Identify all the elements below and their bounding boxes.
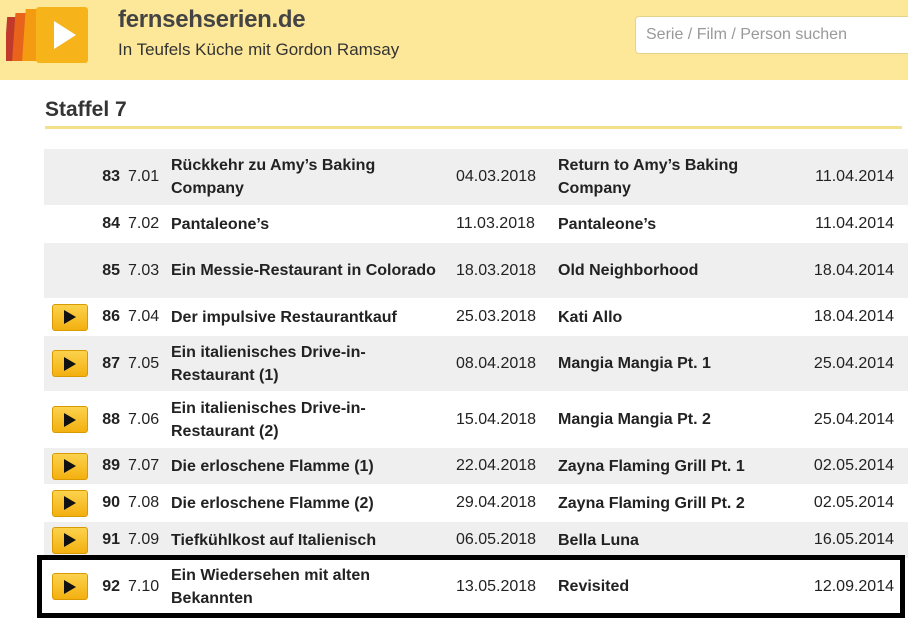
episode-title-de[interactable]: Ein italienisches Drive-in-Restaurant (2… — [171, 399, 366, 440]
episode-number: 87 — [102, 354, 120, 372]
episode-number: 84 — [102, 215, 120, 232]
airdate-de: 29.04.2018 — [456, 494, 537, 511]
play-icon — [64, 533, 76, 547]
episode-code: 7.04 — [128, 308, 160, 325]
airdate-de: 15.04.2018 — [456, 410, 537, 428]
airdate-de: 13.05.2018 — [456, 577, 537, 595]
airdate-en: 02.05.2014 — [813, 494, 894, 511]
season-title: Staffel 7 — [45, 98, 127, 121]
episode-title-de[interactable]: Pantaleone’s — [171, 215, 270, 233]
play-button[interactable] — [52, 489, 88, 517]
play-button[interactable] — [52, 452, 88, 480]
play-button[interactable] — [52, 526, 88, 554]
episode-number: 92 — [102, 577, 120, 595]
airdate-en: 12.09.2014 — [813, 577, 894, 595]
episode-code: 7.06 — [128, 410, 160, 428]
episode-row[interactable]: 90 7.08 Die erloschene Flamme (2) 29.04.… — [44, 485, 908, 522]
airdate-de: 08.04.2018 — [456, 354, 537, 372]
episode-title-en: Zayna Flaming Grill Pt. 2 — [558, 494, 745, 512]
series-name[interactable]: In Teufels Küche mit Gordon Ramsay — [118, 40, 400, 59]
play-cell — [52, 299, 90, 335]
episode-row[interactable]: 91 7.09 Tiefkühlkost auf Italienisch 06.… — [44, 522, 908, 559]
episode-number: 89 — [102, 457, 120, 474]
episode-number: 83 — [102, 168, 120, 185]
episode-title-de[interactable]: Ein Messie-Restaurant in Colorado — [171, 262, 436, 279]
episode-number: 91 — [102, 531, 120, 548]
episode-row[interactable]: 87 7.05 Ein italienisches Drive-in-Resta… — [44, 336, 908, 392]
episode-row[interactable]: 92 7.10 Ein Wiedersehen mit alten Bekann… — [44, 559, 908, 615]
airdate-de: 11.03.2018 — [456, 215, 535, 232]
airdate-en: 25.04.2014 — [813, 410, 894, 428]
logo-icon[interactable] — [6, 5, 90, 65]
play-button[interactable] — [52, 406, 88, 433]
site-name[interactable]: fernsehserien.de — [118, 6, 306, 33]
play-cell — [52, 336, 90, 391]
play-cell — [52, 448, 90, 484]
episode-title-en: Return to Amy’s Baking Company — [558, 157, 739, 197]
episode-title-de[interactable]: Die erloschene Flamme (1) — [171, 457, 374, 475]
episode-title-de[interactable]: Der impulsive Restaurantkauf — [171, 308, 397, 326]
episode-number: 86 — [102, 308, 120, 325]
episode-number: 85 — [102, 261, 120, 279]
play-icon — [64, 412, 76, 427]
airdate-de: 04.03.2018 — [456, 168, 537, 185]
episode-code: 7.07 — [128, 457, 160, 474]
airdate-en: 02.05.2014 — [813, 457, 894, 474]
episode-row[interactable]: 83 7.01 Rückkehr zu Amy’s Baking Company… — [44, 149, 908, 206]
episode-title-en: Mangia Mangia Pt. 1 — [558, 355, 711, 372]
episode-title-en: Revisited — [558, 578, 630, 595]
play-cell — [52, 522, 90, 558]
airdate-en: 11.04.2014 — [815, 215, 894, 232]
episode-title-en: Zayna Flaming Grill Pt. 1 — [558, 457, 745, 475]
episode-table: 83 7.01 Rückkehr zu Amy’s Baking Company… — [44, 149, 908, 615]
episode-code: 7.03 — [128, 261, 160, 279]
airdate-de: 18.03.2018 — [456, 261, 537, 279]
airdate-en: 25.04.2014 — [813, 354, 894, 372]
episode-code: 7.09 — [128, 531, 160, 548]
site-header: fernsehserien.de In Teufels Küche mit Go… — [0, 0, 908, 80]
play-icon — [64, 459, 76, 473]
airdate-en: 11.04.2014 — [815, 168, 894, 185]
airdate-de: 06.05.2018 — [456, 531, 537, 548]
airdate-en: 18.04.2014 — [813, 261, 894, 279]
episode-row[interactable]: 86 7.04 Der impulsive Restaurantkauf 25.… — [44, 299, 908, 336]
season-divider — [45, 126, 902, 129]
airdate-en: 16.05.2014 — [813, 531, 894, 548]
episode-title-de[interactable]: Ein italienisches Drive-in-Restaurant (1… — [171, 343, 366, 384]
episode-row[interactable]: 85 7.03 Ein Messie-Restaurant in Colorad… — [44, 243, 908, 299]
episode-title-en: Mangia Mangia Pt. 2 — [558, 411, 711, 428]
episode-row[interactable]: 89 7.07 Die erloschene Flamme (1) 22.04.… — [44, 448, 908, 485]
episode-code: 7.01 — [128, 168, 160, 185]
episode-number: 90 — [102, 494, 120, 511]
play-cell — [52, 392, 90, 447]
episode-row[interactable]: 88 7.06 Ein italienisches Drive-in-Resta… — [44, 392, 908, 448]
episode-title-en: Kati Allo — [558, 308, 623, 326]
episode-title-en: Pantaleone’s — [558, 215, 657, 233]
episode-row[interactable]: 84 7.02 Pantaleone’s 11.03.2018 Pantaleo… — [44, 206, 908, 243]
episode-title-de[interactable]: Die erloschene Flamme (2) — [171, 494, 374, 512]
episode-code: 7.02 — [128, 215, 160, 232]
play-icon — [64, 356, 76, 371]
episode-title-de[interactable]: Tiefkühlkost auf Italienisch — [171, 531, 377, 549]
episode-code: 7.05 — [128, 354, 160, 372]
episode-number: 88 — [102, 410, 120, 428]
play-button[interactable] — [52, 350, 88, 377]
episode-title-en: Bella Luna — [558, 531, 639, 549]
play-cell — [52, 559, 90, 614]
episode-code: 7.08 — [128, 494, 160, 511]
airdate-de: 22.04.2018 — [456, 457, 537, 474]
airdate-de: 25.03.2018 — [456, 308, 537, 325]
play-button[interactable] — [52, 573, 88, 600]
play-cell — [52, 485, 90, 521]
play-icon — [64, 579, 76, 594]
play-button[interactable] — [52, 303, 88, 331]
episode-code: 7.10 — [128, 577, 160, 595]
episode-title-de[interactable]: Ein Wiedersehen mit alten Bekannten — [171, 566, 371, 607]
episode-title-de[interactable]: Rückkehr zu Amy’s Baking Company — [171, 157, 376, 197]
episode-title-en: Old Neighborhood — [558, 262, 699, 279]
play-icon — [64, 496, 76, 510]
search-input[interactable] — [635, 16, 908, 54]
airdate-en: 18.04.2014 — [813, 308, 894, 325]
play-icon — [64, 310, 76, 324]
